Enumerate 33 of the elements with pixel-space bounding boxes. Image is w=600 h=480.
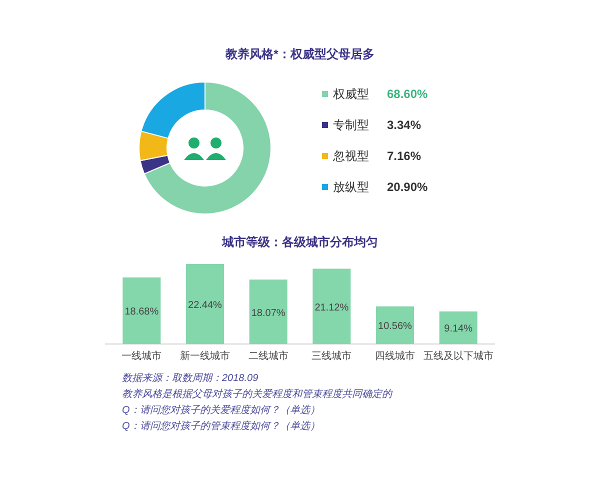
data-label: 10.56% [378, 321, 412, 332]
bar [122, 277, 161, 344]
data-label: 21.12% [314, 302, 349, 314]
chart-title: 城市等级：各级城市分布均匀 [221, 235, 378, 249]
donut-slice [144, 82, 272, 214]
legend-label: 专制型 [333, 118, 369, 132]
data-label: 22.44% [188, 300, 222, 311]
text: 教养风格是根据父母对孩子的关爱程度和管束程度共同确定的 [122, 388, 393, 400]
data-label: 20.90% [387, 180, 428, 194]
x-tick-label: 二线城市 [248, 350, 288, 362]
bar [312, 268, 351, 344]
bar [439, 311, 478, 344]
data-label: 18.07% [251, 308, 286, 319]
text: Q：请问您对孩子的管束程度如何？（单选） [122, 420, 320, 432]
x-tick-label: 新一线城市 [180, 350, 230, 362]
data-label: 3.34% [387, 118, 422, 132]
bar [249, 280, 288, 344]
x-tick-label: 一线城市 [122, 350, 162, 362]
bar [186, 264, 224, 344]
data-label: 9.14% [444, 324, 473, 335]
text: Q：请问您对孩子的关爱程度如何？（单选） [122, 404, 320, 416]
x-tick-label: 三线城市 [312, 350, 352, 362]
data-label: 68.60% [387, 87, 428, 101]
legend-label: 权威型 [332, 87, 369, 101]
data-label: 18.68% [124, 306, 159, 318]
chart-title: 教养风格*：权威型父母居多 [224, 47, 374, 61]
data-label: 7.16% [387, 149, 422, 163]
x-tick-label: 五线及以下城市 [423, 350, 494, 362]
x-tick-label: 四线城市 [375, 350, 415, 362]
bar [376, 306, 414, 344]
legend-label: 放纵型 [333, 180, 369, 194]
legend-label: 忽视型 [332, 149, 369, 163]
source-note: 数据来源：取数周期：2018.09 [122, 372, 259, 384]
